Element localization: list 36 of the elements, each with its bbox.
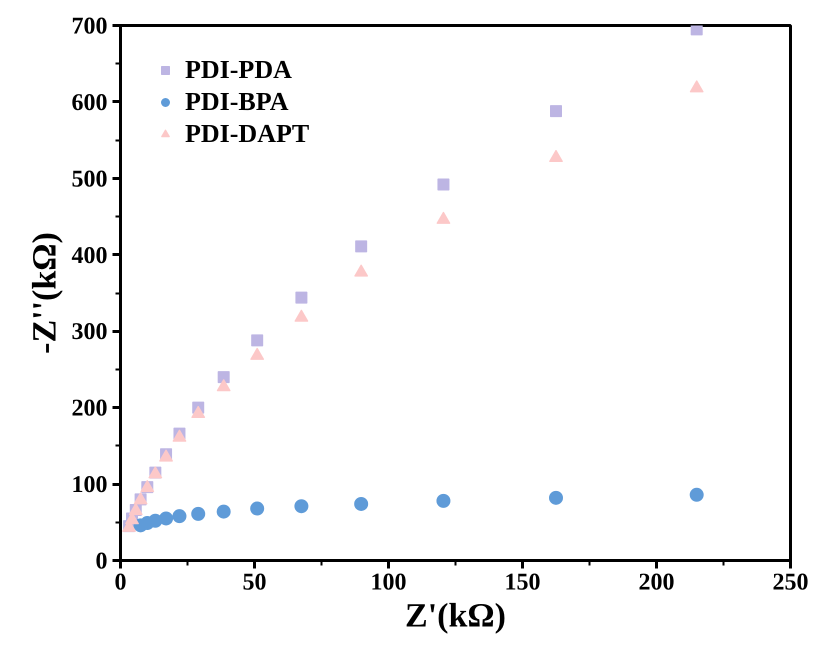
point: [218, 371, 230, 384]
x-axis-title: Z'(kΩ): [405, 598, 506, 634]
point: [690, 80, 704, 92]
point: [250, 502, 264, 516]
x-tick-label: 150: [504, 570, 540, 596]
y-tick-label: 600: [72, 90, 108, 116]
point: [295, 292, 308, 304]
point: [437, 178, 450, 190]
x-tick-label: 0: [114, 570, 126, 596]
legend-label: PDI-BPA: [185, 87, 289, 117]
y-tick-label: 700: [72, 14, 108, 40]
y-axis-title: -Z''(kΩ): [26, 232, 64, 354]
point: [354, 496, 368, 511]
y-tick-label: 200: [72, 396, 108, 422]
point: [294, 499, 308, 514]
y-tick-label: 300: [72, 319, 108, 346]
legend-label: PDI-DAPT: [185, 119, 310, 149]
point: [251, 334, 264, 346]
x-tick-label: 100: [370, 570, 406, 596]
x-tick-label: 200: [638, 570, 674, 596]
y-tick-label: 500: [72, 166, 108, 192]
point: [549, 490, 563, 505]
point: [436, 494, 450, 508]
x-tick-label: 50: [242, 570, 266, 596]
point: [355, 240, 368, 252]
y-tick-label: 100: [72, 472, 108, 498]
point: [690, 488, 704, 502]
point: [172, 509, 186, 524]
y-tick-label: 0: [96, 548, 108, 574]
point: [159, 511, 174, 526]
point: [550, 105, 562, 118]
point: [191, 506, 206, 521]
legend-label: PDI-PDA: [185, 55, 292, 85]
point: [216, 504, 231, 519]
x-tick-label: 250: [772, 570, 808, 596]
y-tick-label: 400: [72, 242, 108, 269]
